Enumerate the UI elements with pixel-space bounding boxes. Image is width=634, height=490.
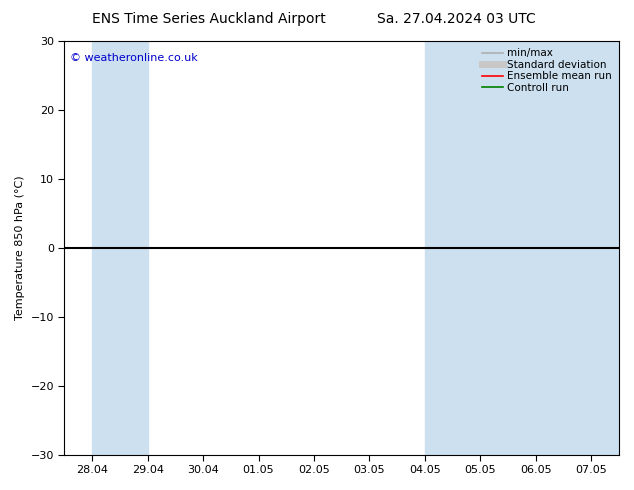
Legend: min/max, Standard deviation, Ensemble mean run, Controll run: min/max, Standard deviation, Ensemble me… (480, 46, 614, 95)
Bar (425, 41, 536, 455)
Text: © weatheronline.co.uk: © weatheronline.co.uk (70, 53, 198, 64)
Y-axis label: Temperature 850 hPa (°C): Temperature 850 hPa (°C) (15, 175, 25, 320)
Text: Sa. 27.04.2024 03 UTC: Sa. 27.04.2024 03 UTC (377, 12, 536, 26)
Text: ENS Time Series Auckland Airport: ENS Time Series Auckland Airport (93, 12, 326, 26)
Bar (536, 41, 634, 455)
Bar (92, 41, 148, 455)
